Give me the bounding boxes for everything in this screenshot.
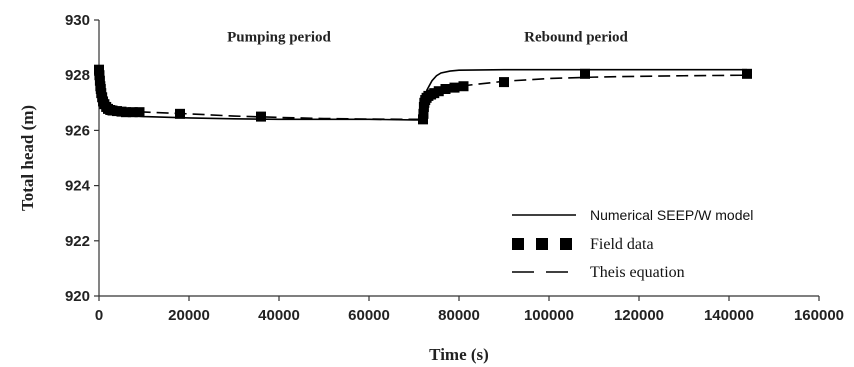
legend-swatch-field-data	[536, 238, 548, 250]
x-tick-label: 40000	[258, 307, 300, 324]
data-point	[580, 68, 590, 79]
annotation-label: Rebound period	[524, 30, 628, 46]
data-point	[499, 77, 509, 88]
x-tick-label: 120000	[614, 307, 664, 324]
legend-label-theis-equation: Theis equation	[590, 264, 685, 281]
y-tick-label: 930	[65, 12, 90, 29]
plot-area	[94, 64, 752, 125]
y-axis-title: Total head (m)	[18, 105, 37, 211]
data-point	[127, 107, 138, 118]
y-tick-label: 928	[65, 67, 90, 84]
data-point	[418, 114, 428, 125]
x-tick-label: 100000	[524, 307, 574, 324]
legend-label-field-data: Field data	[590, 236, 654, 253]
y-tick-label: 922	[65, 233, 90, 250]
legend-swatch-field-data	[560, 238, 572, 250]
data-point	[121, 107, 131, 118]
annotation-label: Pumping period	[227, 30, 331, 46]
x-tick-label: 160000	[794, 307, 844, 324]
data-point	[433, 86, 444, 97]
x-tick-label: 140000	[704, 307, 754, 324]
series-line-theis-equation	[98, 69, 748, 121]
data-point	[256, 111, 266, 122]
data-point	[742, 68, 752, 79]
y-tick-label: 924	[65, 178, 91, 195]
annotations: Pumping period Rebound period	[227, 30, 628, 46]
legend: Numerical SEEP/W model Field data Theis eq…	[512, 207, 753, 281]
legend-label-numerical-seep-w-model: Numerical SEEP/W model	[590, 207, 753, 223]
x-tick-label: 20000	[168, 307, 210, 324]
axes: 920 922 924 926 928 930 0 20000 40000 60000 80000 1…	[18, 12, 844, 364]
x-tick-label: 60000	[348, 307, 390, 324]
legend-swatch-field-data	[512, 238, 524, 250]
x-tick-label: 80000	[438, 307, 480, 324]
x-axis-title: Time (s)	[429, 345, 489, 364]
y-tick-label: 926	[65, 122, 90, 139]
y-tick-label: 920	[65, 288, 90, 305]
x-tick-label: 0	[95, 307, 103, 324]
